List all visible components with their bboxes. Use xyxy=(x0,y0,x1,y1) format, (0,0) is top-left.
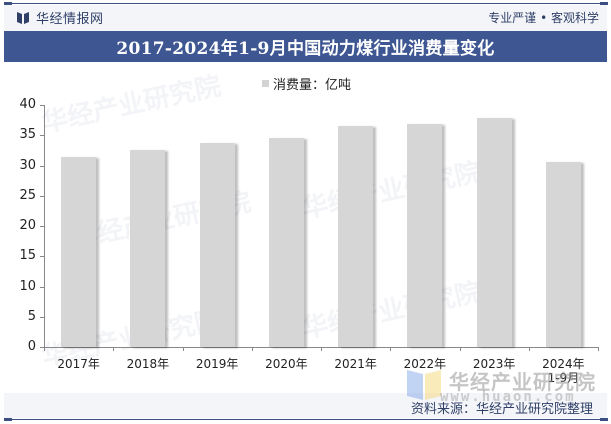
y-tick xyxy=(40,165,44,167)
y-tick-label: 35 xyxy=(19,127,36,143)
brand: 华经情报网 xyxy=(16,8,104,27)
y-tick xyxy=(40,135,44,137)
logo-url: www.huaon.com xyxy=(440,389,576,405)
legend-swatch xyxy=(262,80,269,87)
bar[interactable] xyxy=(199,143,235,347)
y-tick xyxy=(40,105,44,106)
x-tick xyxy=(251,347,253,351)
x-tick-label: 2017年 xyxy=(57,357,100,371)
top-rule xyxy=(4,3,607,4)
y-tick-label: 30 xyxy=(19,157,36,173)
slogan: 专业严谨 • 客观科学 xyxy=(488,11,599,25)
chart-title: 2017-2024年1-9月中国动力煤行业消费量变化 xyxy=(116,39,495,59)
y-tick-label: 40 xyxy=(19,97,36,112)
bar[interactable] xyxy=(61,157,97,347)
bar[interactable] xyxy=(268,137,304,347)
y-tick xyxy=(40,226,44,227)
x-tick xyxy=(390,347,392,351)
x-tick xyxy=(459,347,461,351)
bar[interactable] xyxy=(338,126,374,347)
bar[interactable] xyxy=(545,161,581,347)
x-tick-label: 2022年 xyxy=(403,357,447,371)
header-bar xyxy=(4,5,607,31)
title-bar: 2017-2024年1-9月中国动力煤行业消费量变化 xyxy=(4,31,607,62)
top-rule-cap xyxy=(600,2,608,5)
bar[interactable] xyxy=(476,117,512,347)
y-tick-label: 20 xyxy=(19,218,36,233)
top-rule-cap xyxy=(4,2,12,5)
y-tick-label: 25 xyxy=(19,187,36,203)
logo-text: 华经产业研究院 xyxy=(449,370,596,394)
x-tick-label: 2024年 1-9月 xyxy=(542,357,585,385)
x-tick-label: 2019年 xyxy=(195,357,239,371)
bottom-rule-cap xyxy=(4,418,12,421)
bar[interactable] xyxy=(407,123,443,347)
legend-label: 消费量：亿吨 xyxy=(273,78,352,93)
y-tick-label: 10 xyxy=(19,278,36,294)
y-tick xyxy=(40,286,44,288)
book-icon xyxy=(17,11,29,24)
y-axis xyxy=(44,105,45,347)
bottom-rule-cap xyxy=(600,418,608,421)
bar[interactable] xyxy=(130,149,166,347)
x-tick xyxy=(113,347,115,351)
x-tick xyxy=(528,347,530,351)
x-tick-label: 2018年 xyxy=(126,357,170,371)
y-tick xyxy=(40,195,44,197)
y-tick xyxy=(40,316,44,318)
bottom-rule xyxy=(4,419,607,420)
y-tick-label: 0 xyxy=(27,339,36,354)
y-tick xyxy=(40,347,44,348)
x-tick-label: 2023年 xyxy=(472,357,516,371)
x-tick xyxy=(598,347,599,351)
source-note: 资料来源：华经产业研究院整理 xyxy=(410,402,593,417)
x-tick xyxy=(44,347,45,351)
y-tick xyxy=(40,256,44,258)
y-tick-label: 15 xyxy=(19,248,36,264)
y-tick-label: 5 xyxy=(27,308,36,324)
legend: 消费量：亿吨 xyxy=(262,74,351,93)
footer-bar xyxy=(4,393,607,418)
x-tick xyxy=(321,347,322,351)
x-tick-label: 2021年 xyxy=(334,357,377,371)
x-tick-label: 2020年 xyxy=(265,357,308,371)
x-tick xyxy=(182,347,184,351)
brand-name: 华经情报网 xyxy=(36,12,104,27)
logo-icon xyxy=(407,370,441,400)
